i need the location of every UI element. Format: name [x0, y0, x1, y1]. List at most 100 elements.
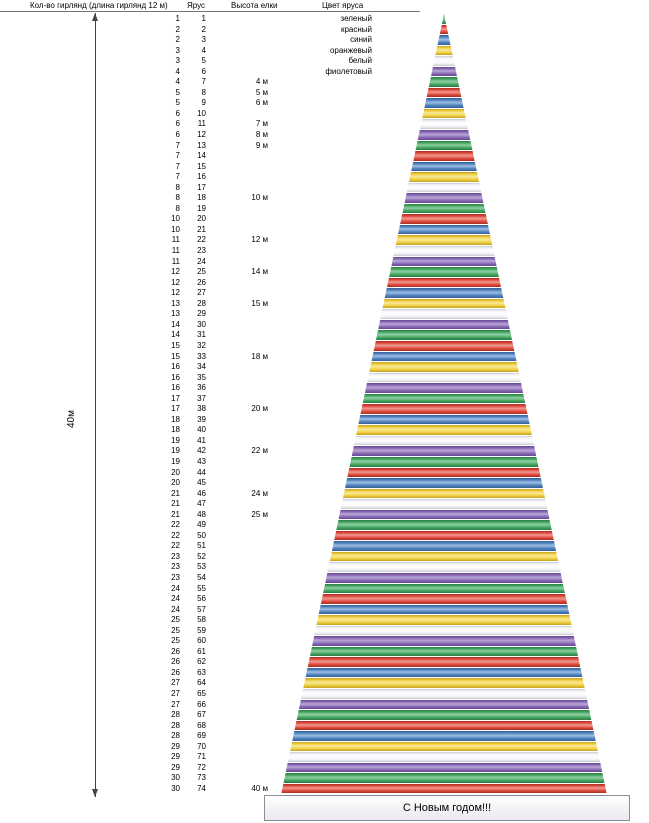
garland-count-cell: 21	[171, 499, 180, 509]
garland-count-cell: 25	[171, 636, 180, 646]
tree-tier-stripe	[281, 404, 607, 415]
table-row: 7 14	[0, 151, 420, 162]
table-row: 27 66	[0, 700, 420, 711]
tier-number-cell: 46	[197, 488, 206, 498]
tree-tier-stripe	[281, 699, 607, 711]
tier-number-cell: 61	[197, 646, 206, 656]
garland-count-cell: 30	[171, 773, 180, 783]
garland-count-cell: 22	[171, 520, 180, 530]
tree-tier-stripe	[281, 625, 607, 637]
tier-number-cell: 68	[197, 720, 206, 730]
tier-number-cell: 54	[197, 572, 206, 582]
table-row: 8 19	[0, 204, 420, 215]
table-row: 27 64	[0, 678, 420, 689]
garland-count-cell: 25	[171, 625, 180, 635]
tree-tier-stripe	[281, 456, 607, 468]
tier-color-cell: фиолетовый	[325, 66, 372, 76]
table-row: 4 6 фиолетовый	[0, 67, 420, 78]
garland-count-cell: 23	[171, 572, 180, 582]
table-row: 15 33 18 м	[0, 352, 420, 363]
tier-number-cell: 70	[197, 741, 206, 751]
table-row: 16 35	[0, 373, 420, 384]
tier-number-cell: 4	[201, 45, 206, 55]
tree-tier-stripe	[281, 783, 607, 795]
garland-count-cell: 7	[175, 172, 180, 182]
tier-number-cell: 51	[197, 541, 206, 551]
col-header-garland-count: Кол-во гирлянд (длина гирлянд 12 м)	[30, 1, 168, 10]
tree-height-cell: 10 м	[251, 193, 268, 203]
table-row: 18 40	[0, 425, 420, 436]
tier-number-cell: 72	[197, 762, 206, 772]
table-row: 6 11 7 м	[0, 119, 420, 130]
table-row: 6 10	[0, 109, 420, 120]
tier-number-cell: 64	[197, 678, 206, 688]
tree-tier-stripe	[281, 288, 607, 299]
garland-count-cell: 12	[171, 277, 180, 287]
tree-tier-stripe	[281, 98, 607, 109]
tier-number-cell: 32	[197, 340, 206, 350]
garland-count-cell: 5	[175, 87, 180, 97]
garland-count-cell: 29	[171, 752, 180, 762]
col-header-tier-color: Цвет яруса	[322, 1, 364, 10]
tree-tier-stripe	[281, 520, 607, 531]
tier-number-cell: 29	[197, 309, 206, 319]
garland-count-cell: 8	[175, 193, 180, 203]
tree-tier-stripe	[281, 362, 607, 373]
garland-count-cell: 12	[171, 267, 180, 277]
tier-number-cell: 10	[197, 108, 206, 118]
table-row: 11 23	[0, 246, 420, 257]
tier-number-cell: 52	[197, 551, 206, 561]
arrow-down-icon	[92, 789, 98, 797]
table-row: 21 47	[0, 499, 420, 510]
tier-number-cell: 3	[201, 35, 206, 45]
table-row: 30 74 40 м	[0, 784, 420, 795]
tree-tier-stripe	[281, 594, 607, 605]
tree-tier-stripe	[281, 383, 607, 394]
table-row: 10 21	[0, 225, 420, 236]
table-row: 26 61	[0, 647, 420, 658]
garland-count-cell: 24	[171, 604, 180, 614]
garland-count-cell: 19	[171, 435, 180, 445]
tier-color-cell: оранжевый	[329, 45, 372, 55]
tree-height-cell: 24 м	[251, 488, 268, 498]
col-header-tree-height: Высота елки	[231, 1, 278, 10]
tier-number-cell: 19	[197, 203, 206, 213]
table-row: 28 67	[0, 710, 420, 721]
table-row: 19 42 22 м	[0, 446, 420, 457]
table-row: 19 41	[0, 436, 420, 447]
tree-tier-stripe	[281, 256, 607, 268]
tree-height-cell: 6 м	[255, 98, 268, 108]
garland-count-cell: 18	[171, 414, 180, 424]
tree-height-cell: 20 м	[251, 404, 268, 414]
tier-number-cell: 11	[197, 119, 206, 129]
garland-count-cell: 10	[171, 224, 180, 234]
table-row: 6 12 8 м	[0, 130, 420, 141]
tree-height-cell: 14 м	[251, 267, 268, 277]
tree-tier-stripe	[281, 161, 607, 173]
tree-height-cell: 5 м	[255, 87, 268, 97]
garland-count-cell: 25	[171, 615, 180, 625]
garland-count-cell: 1	[175, 14, 180, 23]
table-row: 22 50	[0, 531, 420, 542]
table-row: 3 5 белый	[0, 56, 420, 67]
garland-count-cell: 16	[171, 362, 180, 372]
tier-number-cell: 40	[197, 425, 206, 435]
table-row: 1 1 зеленый	[0, 14, 420, 25]
garland-count-cell: 17	[171, 393, 180, 403]
tree-tier-stripe	[281, 56, 607, 67]
tree-tier-stripe	[281, 731, 607, 742]
tier-color-cell: белый	[348, 56, 372, 66]
greeting-banner: С Новым годом!!!	[264, 795, 630, 821]
tree-tier-stripe	[281, 467, 607, 479]
height-dimension-line	[92, 13, 98, 797]
tier-number-cell: 59	[197, 625, 206, 635]
tier-number-cell: 31	[197, 330, 206, 340]
tree-tier-stripe	[281, 66, 607, 78]
tier-number-cell: 7	[201, 77, 206, 87]
garland-count-cell: 18	[171, 425, 180, 435]
table-row: 20 45	[0, 478, 420, 489]
tier-number-cell: 66	[197, 699, 206, 709]
garland-count-cell: 27	[171, 699, 180, 709]
tier-number-cell: 47	[197, 499, 206, 509]
tier-number-cell: 65	[197, 689, 206, 698]
